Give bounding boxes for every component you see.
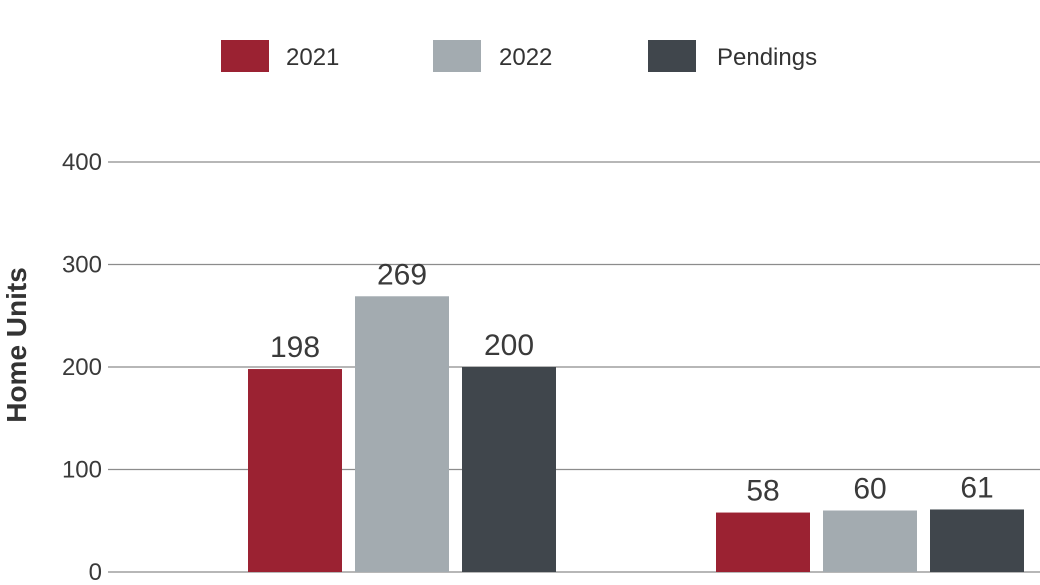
y-tick-label: 0 xyxy=(89,559,102,585)
y-tick-label: 300 xyxy=(62,252,102,279)
y-tick-label: 400 xyxy=(62,149,102,176)
bars xyxy=(248,296,1024,572)
bar-pendings-2 xyxy=(930,509,1024,572)
legend: 2021 2022 Pendings xyxy=(221,40,817,72)
bar-pendings-1 xyxy=(462,367,556,572)
data-label: 60 xyxy=(853,473,886,506)
legend-label: 2022 xyxy=(499,44,552,71)
data-labels: 198 58 269 60 200 61 xyxy=(270,258,994,507)
y-tick-label: 100 xyxy=(62,457,102,484)
bar-2022-1 xyxy=(355,296,449,572)
bar-2021-1 xyxy=(248,369,342,572)
data-label: 198 xyxy=(270,331,320,364)
legend-swatch xyxy=(648,40,696,72)
y-axis-title: Home Units xyxy=(1,267,32,423)
legend-label: Pendings xyxy=(717,44,817,71)
y-axis-tick-labels: 0 100 200 300 400 xyxy=(62,149,102,585)
data-label: 58 xyxy=(746,475,779,508)
legend-swatch xyxy=(221,40,269,72)
bar-2022-2 xyxy=(823,510,917,572)
bar-2021-2 xyxy=(716,512,810,572)
data-label: 269 xyxy=(377,258,427,291)
legend-label: 2021 xyxy=(286,44,339,71)
y-tick-label: 200 xyxy=(62,354,102,381)
data-label: 61 xyxy=(960,471,993,504)
data-label: 200 xyxy=(484,329,534,362)
legend-swatch xyxy=(433,40,481,72)
